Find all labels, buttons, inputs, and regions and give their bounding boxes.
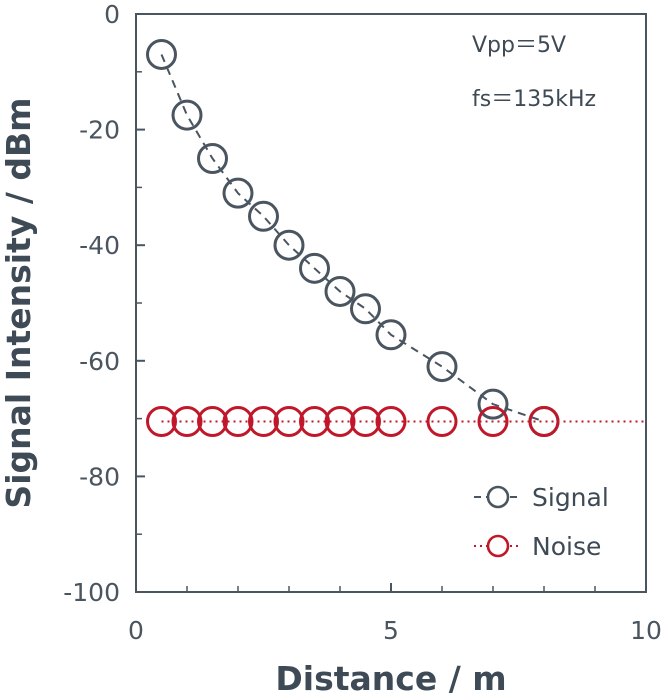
data-point bbox=[222, 177, 254, 209]
data-point bbox=[146, 405, 177, 437]
data-point bbox=[248, 200, 279, 232]
data-point bbox=[350, 293, 381, 325]
data-point bbox=[146, 38, 177, 70]
y-tick-label: -40 bbox=[79, 231, 120, 260]
data-point bbox=[350, 405, 381, 437]
data-point bbox=[299, 252, 330, 284]
data-point bbox=[528, 405, 560, 437]
x-tick-label: 5 bbox=[383, 616, 399, 645]
data-point bbox=[222, 405, 254, 437]
x-axis: 0 5 10 bbox=[128, 583, 662, 645]
data-point bbox=[171, 99, 203, 131]
data-point bbox=[197, 143, 228, 174]
x-tick-label: 0 bbox=[128, 616, 144, 645]
data-point bbox=[273, 405, 305, 437]
legend: Signal Noise bbox=[474, 483, 609, 561]
data-point bbox=[171, 405, 203, 437]
data-point bbox=[248, 405, 279, 437]
legend-noise-marker bbox=[486, 534, 510, 558]
annotation-fs: fs＝135kHz bbox=[472, 87, 596, 112]
y-axis: 0 -20 -40 -60 -80 -100 bbox=[63, 0, 145, 607]
series-line bbox=[160, 54, 545, 423]
data-point bbox=[375, 405, 407, 437]
data-point bbox=[273, 229, 305, 261]
legend-signal-marker bbox=[486, 485, 510, 509]
y-tick-label: -80 bbox=[79, 462, 120, 491]
data-point bbox=[426, 405, 458, 437]
data-point bbox=[299, 405, 330, 437]
data-point bbox=[477, 405, 509, 437]
legend-signal-label: Signal bbox=[532, 483, 609, 512]
y-tick-label: 0 bbox=[104, 0, 120, 29]
series-layer bbox=[146, 38, 646, 437]
y-tick-label: -60 bbox=[79, 347, 120, 376]
data-point bbox=[324, 275, 356, 307]
annotation-vpp: Vpp＝5V bbox=[472, 33, 566, 58]
data-point bbox=[324, 405, 356, 437]
data-point bbox=[197, 405, 228, 437]
x-axis-title: Distance / m bbox=[275, 659, 506, 698]
y-tick-label: -100 bbox=[63, 578, 120, 607]
data-point bbox=[477, 388, 509, 420]
data-point bbox=[426, 351, 458, 383]
y-tick-label: -20 bbox=[79, 116, 120, 145]
data-point bbox=[375, 319, 407, 351]
series-noise bbox=[146, 405, 646, 437]
y-axis-title: Signal Intensity / dBm bbox=[0, 97, 38, 508]
x-tick-label: 10 bbox=[630, 616, 662, 645]
legend-noise-label: Noise bbox=[532, 532, 601, 561]
